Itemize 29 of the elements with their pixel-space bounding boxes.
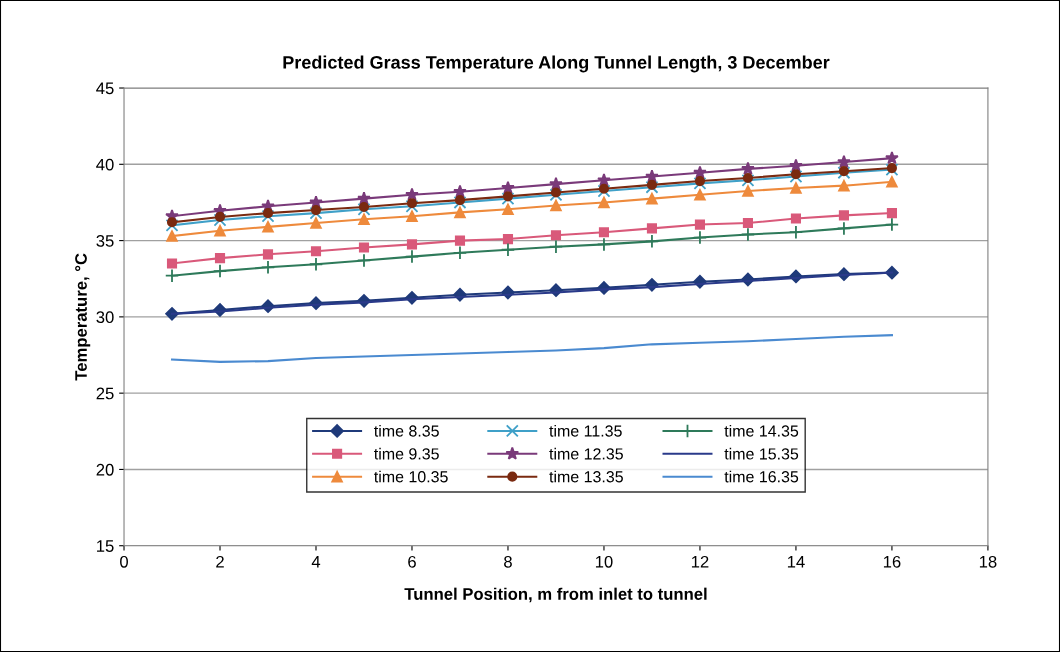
legend-label: time 14.35: [724, 424, 799, 437]
legend-label: time 13.35: [549, 470, 623, 483]
x-tick-label: 8: [504, 555, 512, 568]
legend-label: time 9.35: [374, 447, 439, 460]
y-tick-label: 15: [97, 540, 114, 552]
x-tick-label: 4: [311, 556, 321, 568]
x-tick-label: 16: [883, 555, 901, 568]
legend-label: time 8.35: [374, 424, 439, 437]
x-axis-title: Tunnel Position, m from inlet to tunnel: [404, 587, 707, 603]
x-tick-label: 18: [979, 555, 997, 568]
y-tick-label: 40: [96, 158, 114, 171]
x-tick-label: 10: [595, 555, 613, 568]
x-tick-label: 14: [787, 556, 805, 568]
x-tick-label: 2: [216, 555, 224, 568]
chart-title: Predicted Grass Temperature Along Tunnel Length, 3 December: [283, 55, 830, 73]
legend-label: time 10.35: [374, 470, 448, 483]
legend-label: time 15.35: [724, 447, 799, 460]
legend-label: time 11.35: [549, 424, 622, 437]
x-tick-label: 6: [408, 555, 416, 568]
y-tick-label: 25: [96, 387, 114, 400]
y-tick-label: 45: [96, 82, 114, 95]
x-tick-label: 0: [120, 555, 128, 568]
legend-label: time 16.35: [724, 470, 799, 483]
y-tick-label: 20: [96, 463, 114, 476]
legend-label: time 12.35: [549, 447, 623, 460]
y-axis-title: Temperature, °C: [75, 253, 91, 381]
y-tick-label: 35: [96, 234, 114, 247]
x-tick-label: 12: [691, 555, 709, 568]
y-tick-label: 30: [96, 311, 114, 324]
